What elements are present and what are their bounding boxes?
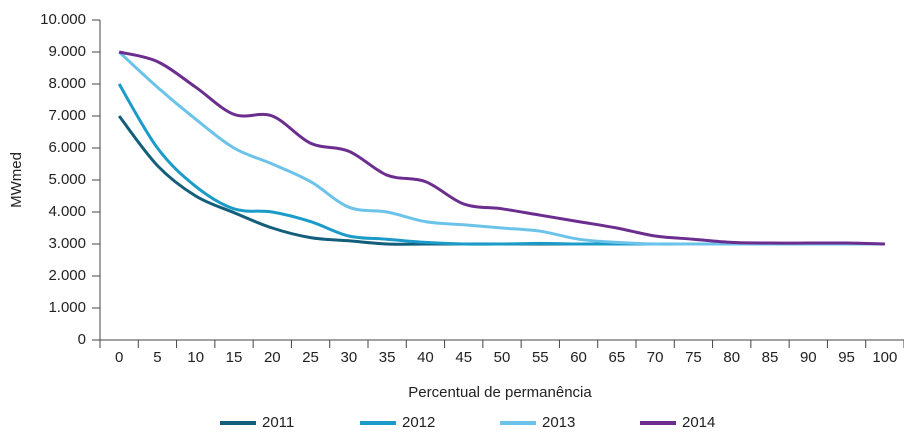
y-tick-label: 4.000 [48, 203, 86, 220]
x-tick-label: 0 [115, 349, 123, 366]
legend-label: 2014 [682, 414, 715, 431]
legend-label: 2013 [542, 414, 575, 431]
x-tick-label: 5 [153, 349, 161, 366]
x-tick-label: 55 [532, 349, 549, 366]
x-tick-label: 95 [838, 349, 855, 366]
x-tick-label: 70 [647, 349, 664, 366]
x-tick-label: 15 [226, 349, 243, 366]
x-tick-label: 60 [570, 349, 587, 366]
x-tick-label: 50 [494, 349, 511, 366]
x-tick-label: 90 [800, 349, 817, 366]
y-tick-label: 8.000 [48, 75, 86, 92]
x-tick-label: 45 [455, 349, 472, 366]
x-tick-label: 10 [187, 349, 204, 366]
line-series [118, 50, 885, 246]
x-tick-label: 40 [417, 349, 434, 366]
line-series [117, 115, 885, 246]
line-series [117, 83, 885, 246]
y-tick-label: 9.000 [48, 43, 86, 60]
x-tick-label: 85 [762, 349, 779, 366]
x-axis-label: Percentual de permanência [408, 384, 592, 401]
y-axis-label: MWmed [8, 152, 25, 208]
y-tick-label: 7.000 [48, 107, 86, 124]
y-tick-label: 6.000 [48, 139, 86, 156]
x-tick-label: 80 [723, 349, 740, 366]
x-tick-label: 75 [685, 349, 702, 366]
x-tick-label: 65 [609, 349, 626, 366]
legend-label: 2011 [262, 414, 294, 431]
legend-label: 2012 [402, 414, 435, 431]
x-tick-label: 25 [302, 349, 319, 366]
y-tick-label: 2.000 [48, 267, 86, 284]
y-tick-label: 10.000 [40, 11, 86, 28]
x-tick-label: 20 [264, 349, 281, 366]
x-tick-label: 30 [341, 349, 358, 366]
y-tick-label: 0 [78, 331, 86, 348]
y-tick-label: 3.000 [48, 235, 86, 252]
x-tick-label: 100 [872, 349, 897, 366]
x-tick-label: 35 [379, 349, 396, 366]
y-tick-label: 5.000 [48, 171, 86, 188]
line-series [118, 50, 885, 246]
y-tick-label: 1.000 [48, 299, 86, 316]
